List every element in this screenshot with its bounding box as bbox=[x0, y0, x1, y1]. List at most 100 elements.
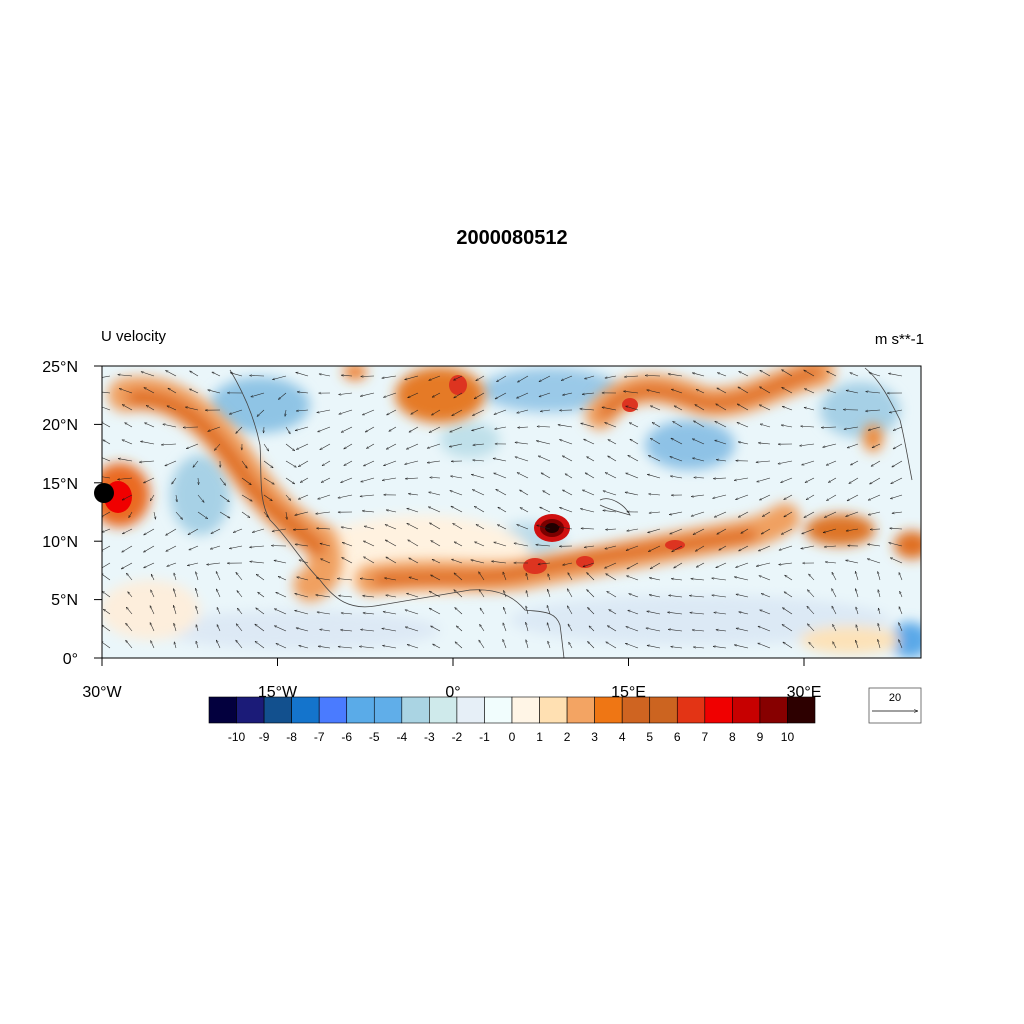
wind-vector bbox=[714, 612, 727, 615]
wind-vector bbox=[405, 478, 419, 479]
wind-vector bbox=[363, 460, 375, 467]
wind-vector bbox=[801, 545, 815, 549]
wind-vector bbox=[143, 477, 155, 484]
wind-vector bbox=[606, 573, 617, 581]
wind-vector bbox=[736, 594, 749, 598]
wind-vector bbox=[341, 375, 353, 376]
wind-vector bbox=[503, 590, 507, 598]
wind-vector bbox=[453, 523, 463, 530]
wind-vector bbox=[382, 628, 397, 632]
contour-region bbox=[102, 580, 200, 640]
lat-tick-label: 15°N bbox=[42, 476, 78, 493]
colorbar-label: 2 bbox=[564, 730, 571, 744]
wind-vector bbox=[163, 424, 177, 428]
wind-vector bbox=[779, 562, 793, 565]
wind-vector bbox=[338, 647, 353, 649]
colorbar-label: -3 bbox=[424, 730, 435, 744]
wind-vector bbox=[363, 613, 375, 614]
wind-vector bbox=[670, 476, 683, 479]
wind-vector bbox=[603, 491, 617, 496]
wind-vector bbox=[648, 455, 661, 462]
wind-vector bbox=[118, 459, 133, 462]
contour-region bbox=[127, 389, 326, 556]
wind-vector bbox=[316, 595, 331, 598]
wind-vector bbox=[605, 375, 617, 378]
wind-vector bbox=[451, 505, 463, 513]
wind-vector bbox=[778, 460, 793, 464]
wind-vector bbox=[317, 409, 331, 413]
wind-vector bbox=[496, 375, 507, 383]
wind-vector bbox=[650, 562, 661, 570]
units-label: m s**-1 bbox=[875, 331, 924, 348]
wind-vector bbox=[340, 630, 353, 631]
wind-vector bbox=[140, 441, 155, 445]
wind-vector bbox=[691, 579, 705, 581]
wind-vector bbox=[734, 477, 749, 480]
colorbar-labels: -10 -9 -8 -7 -6 -5 -4 -3 -2 -1 0 1 2 3 4 5 6 7 8 9 10 bbox=[228, 730, 795, 744]
colorbar-swatch bbox=[236, 696, 265, 724]
wind-vector bbox=[285, 409, 286, 416]
wind-vector bbox=[174, 573, 177, 581]
wind-vector bbox=[548, 574, 551, 581]
wind-vector bbox=[344, 460, 353, 466]
wind-vector bbox=[189, 388, 199, 394]
wind-vector bbox=[250, 562, 265, 564]
wind-vector bbox=[562, 455, 573, 462]
wind-vector bbox=[384, 578, 397, 581]
colorbar-label: 0 bbox=[509, 730, 516, 744]
contour-region bbox=[890, 622, 921, 658]
wind-vector bbox=[236, 640, 243, 649]
lat-tick-label: 0° bbox=[63, 651, 78, 668]
colorbar bbox=[208, 696, 816, 724]
wind-vector bbox=[589, 626, 595, 632]
wind-vector bbox=[802, 528, 815, 535]
wind-vector bbox=[432, 643, 441, 649]
colorbar-swatch bbox=[511, 696, 540, 724]
wind-vector bbox=[714, 511, 727, 518]
wind-vector bbox=[645, 375, 661, 376]
wind-vector bbox=[173, 605, 177, 615]
wind-vector bbox=[715, 440, 727, 445]
location-marker bbox=[94, 483, 114, 503]
wind-vector bbox=[801, 460, 815, 465]
wind-vector bbox=[526, 573, 529, 581]
wind-vector bbox=[119, 389, 133, 394]
wind-vector bbox=[891, 477, 903, 484]
wind-vector bbox=[519, 489, 529, 496]
wind-vector bbox=[193, 460, 199, 467]
wind-vector bbox=[738, 442, 749, 445]
colorbar-swatch bbox=[484, 696, 513, 724]
reference-frame bbox=[868, 687, 922, 724]
wind-vector bbox=[826, 370, 837, 377]
wind-vector bbox=[263, 460, 273, 468]
wind-vector bbox=[539, 375, 551, 382]
wind-vector bbox=[668, 374, 683, 377]
wind-vector bbox=[286, 511, 287, 520]
wind-vector bbox=[647, 528, 661, 533]
wind-vector bbox=[626, 575, 639, 581]
wind-vector bbox=[756, 562, 771, 566]
wind-vector bbox=[167, 562, 177, 566]
wind-vector bbox=[868, 426, 881, 430]
wind-vector bbox=[823, 408, 837, 411]
wind-vector bbox=[236, 624, 243, 632]
wind-vector bbox=[668, 629, 683, 632]
wind-vector bbox=[338, 596, 353, 598]
shaded-field bbox=[102, 366, 921, 658]
wind-vector bbox=[804, 369, 815, 377]
wind-vector bbox=[623, 391, 639, 394]
colorbar-swatch bbox=[704, 696, 733, 724]
wind-vector bbox=[229, 409, 243, 414]
wind-vector bbox=[717, 372, 727, 377]
wind-vector bbox=[890, 528, 903, 529]
wind-vector bbox=[409, 577, 419, 581]
wind-vector bbox=[849, 477, 859, 484]
wind-vector bbox=[166, 545, 177, 552]
colorbar-swatch bbox=[594, 696, 623, 724]
wind-vector bbox=[737, 403, 749, 411]
wind-vector bbox=[537, 426, 551, 427]
wind-vector bbox=[899, 591, 903, 598]
wind-vector bbox=[821, 427, 837, 428]
wind-vector bbox=[517, 375, 529, 383]
wind-vector bbox=[548, 641, 551, 649]
